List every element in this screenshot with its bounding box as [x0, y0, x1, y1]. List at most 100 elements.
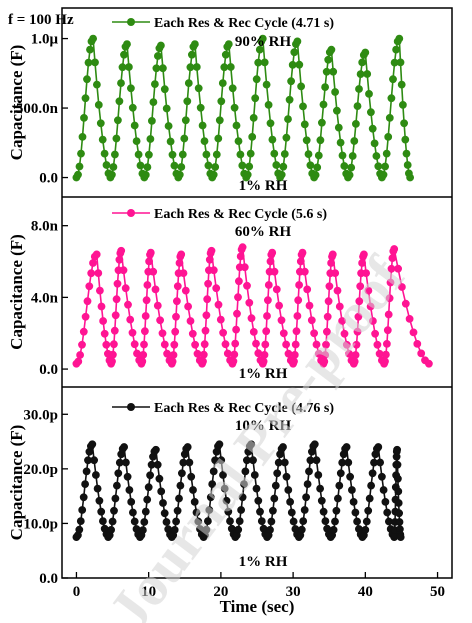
data-point — [232, 325, 240, 334]
data-point — [266, 119, 275, 128]
data-point — [202, 525, 211, 534]
data-point — [181, 116, 190, 125]
data-point — [397, 80, 406, 89]
data-point — [112, 134, 121, 143]
data-point — [266, 257, 275, 266]
data-point — [397, 283, 406, 291]
y-tick-label: 20.0p — [23, 462, 58, 478]
data-point — [364, 506, 373, 515]
data-point — [368, 124, 377, 133]
data-point — [243, 281, 251, 290]
annotation-low-rh: 1% RH — [239, 554, 288, 570]
data-point — [146, 471, 154, 480]
data-point — [370, 139, 379, 148]
data-point — [388, 254, 397, 262]
data-point — [98, 135, 107, 144]
data-point — [294, 296, 303, 305]
data-point — [264, 281, 273, 289]
data-point — [202, 150, 211, 159]
annotation-high-rh: 90% RH — [235, 34, 292, 50]
data-point — [215, 440, 224, 449]
data-point — [136, 161, 145, 170]
data-point — [149, 267, 158, 276]
data-point — [321, 83, 329, 91]
data-point — [175, 259, 184, 267]
data-point — [282, 340, 290, 349]
data-point — [245, 162, 254, 171]
data-point — [398, 101, 407, 109]
data-point — [396, 533, 405, 541]
data-point — [371, 329, 379, 338]
legend-swatch-marker — [127, 18, 135, 26]
data-point — [322, 67, 331, 76]
x-tick-label: 20 — [213, 584, 228, 600]
data-point — [394, 264, 402, 273]
data-point — [362, 269, 370, 277]
data-point — [189, 486, 197, 494]
data-point — [141, 170, 150, 179]
data-point — [97, 507, 106, 516]
data-point — [114, 116, 122, 125]
data-point — [243, 170, 252, 179]
data-point — [382, 149, 391, 158]
data-point — [149, 98, 158, 106]
x-axis: 0 10 20 30 40 50 — [73, 572, 445, 600]
data-point — [323, 312, 332, 321]
data-point — [81, 312, 90, 321]
data-point — [279, 329, 288, 338]
data-point — [209, 170, 218, 179]
data-point — [382, 339, 391, 348]
data-point — [316, 136, 325, 145]
data-point — [284, 115, 292, 123]
data-point — [170, 526, 179, 534]
data-point — [403, 161, 412, 169]
data-point — [181, 286, 190, 295]
data-point — [168, 357, 177, 366]
data-point — [143, 163, 152, 171]
data-point — [240, 263, 249, 272]
data-point — [140, 340, 148, 349]
data-point — [143, 495, 152, 504]
data-point — [268, 506, 277, 515]
data-point — [305, 467, 313, 476]
data-point — [232, 121, 241, 130]
data-point — [288, 61, 297, 69]
data-point — [110, 326, 119, 335]
data-point — [87, 269, 96, 278]
data-point — [234, 525, 243, 534]
y-tick-label: 10.0p — [23, 516, 58, 532]
data-point — [270, 494, 279, 503]
data-point — [192, 63, 201, 71]
data-point — [183, 97, 192, 106]
data-point — [257, 517, 266, 525]
data-point — [277, 170, 286, 179]
data-point — [259, 357, 268, 366]
data-point — [271, 481, 280, 490]
data-point — [287, 508, 296, 517]
data-point — [146, 135, 155, 143]
data-point — [238, 493, 247, 502]
data-point — [300, 120, 309, 129]
data-point — [238, 161, 247, 170]
data-point — [361, 526, 370, 534]
data-point — [173, 282, 182, 291]
data-point — [270, 149, 279, 158]
data-point — [201, 326, 210, 335]
data-point — [144, 150, 153, 159]
data-point — [290, 350, 299, 359]
data-point — [209, 467, 218, 476]
data-point — [92, 250, 101, 259]
data-point — [376, 458, 384, 467]
data-point — [262, 327, 271, 336]
data-point — [200, 137, 209, 145]
data-point — [214, 134, 223, 143]
data-point — [342, 443, 351, 451]
data-point — [307, 316, 316, 325]
data-point — [289, 517, 298, 526]
data-point — [279, 162, 288, 171]
data-point — [91, 58, 99, 67]
data-point — [110, 340, 118, 349]
data-point — [395, 509, 403, 518]
y-tick-label: 500.0n — [16, 101, 59, 117]
data-point — [303, 285, 312, 294]
